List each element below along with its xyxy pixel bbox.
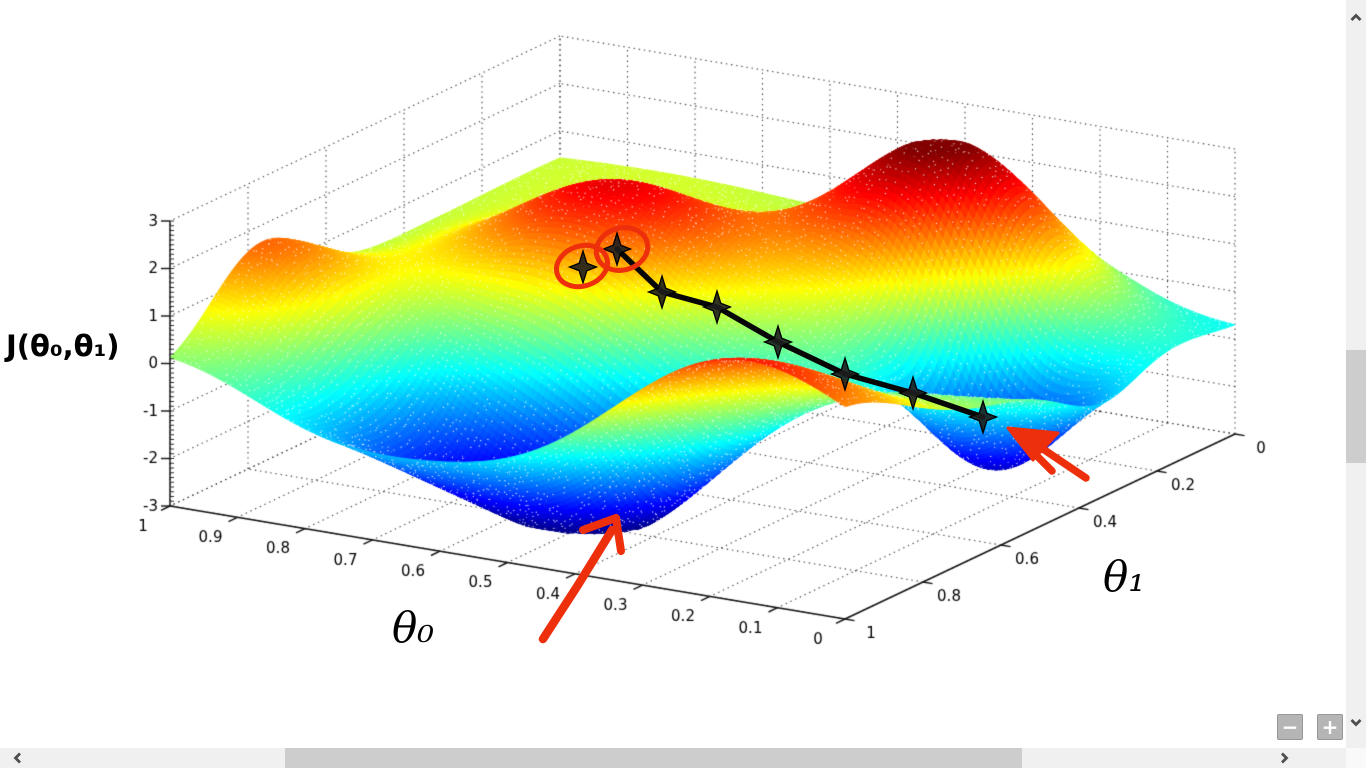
scroll-right-arrow-icon[interactable] (1274, 748, 1294, 768)
theta0-axis-label: θ₀ (392, 603, 435, 652)
zoom-in-button[interactable]: + (1317, 714, 1343, 740)
vertical-scrollbar-thumb[interactable] (1346, 350, 1366, 463)
scroll-down-arrow-icon[interactable] (1346, 712, 1366, 732)
horizontal-scrollbar[interactable] (0, 748, 1346, 768)
scrollbar-corner (1346, 748, 1366, 768)
z-axis-label: J(θ₀,θ₁) (6, 329, 120, 363)
theta1-axis-label: θ₁ (1103, 552, 1146, 601)
vertical-scrollbar[interactable] (1346, 0, 1366, 748)
horizontal-scrollbar-thumb[interactable] (285, 748, 1022, 768)
scroll-up-arrow-icon[interactable] (1346, 8, 1366, 28)
zoom-out-button[interactable]: − (1277, 714, 1303, 740)
scroll-left-arrow-icon[interactable] (8, 748, 28, 768)
